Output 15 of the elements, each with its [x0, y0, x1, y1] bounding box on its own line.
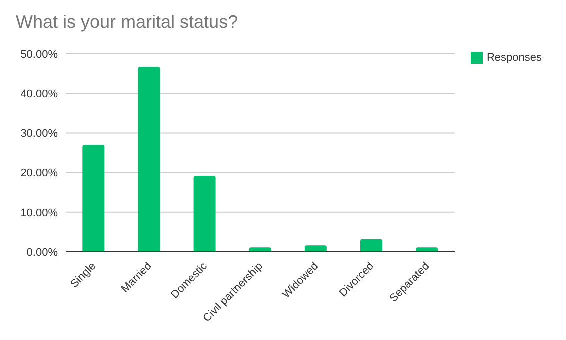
y-tick-label: 30.00%	[20, 128, 58, 140]
bar	[249, 248, 272, 252]
legend-label: Responses	[486, 52, 542, 64]
bar	[304, 246, 327, 252]
y-tick-label: 50.00%	[20, 48, 58, 61]
bar	[138, 67, 160, 252]
y-tick-label: 40.00%	[20, 88, 58, 101]
chart-title: What is your marital status?	[16, 12, 238, 33]
bar	[360, 239, 382, 252]
bar	[82, 145, 105, 252]
bar	[416, 248, 438, 252]
y-tick-label: 20.00%	[20, 168, 58, 180]
bar	[194, 176, 216, 252]
y-tick-label: 0.00%	[26, 246, 58, 259]
y-tick-label: 10.00%	[20, 207, 58, 220]
